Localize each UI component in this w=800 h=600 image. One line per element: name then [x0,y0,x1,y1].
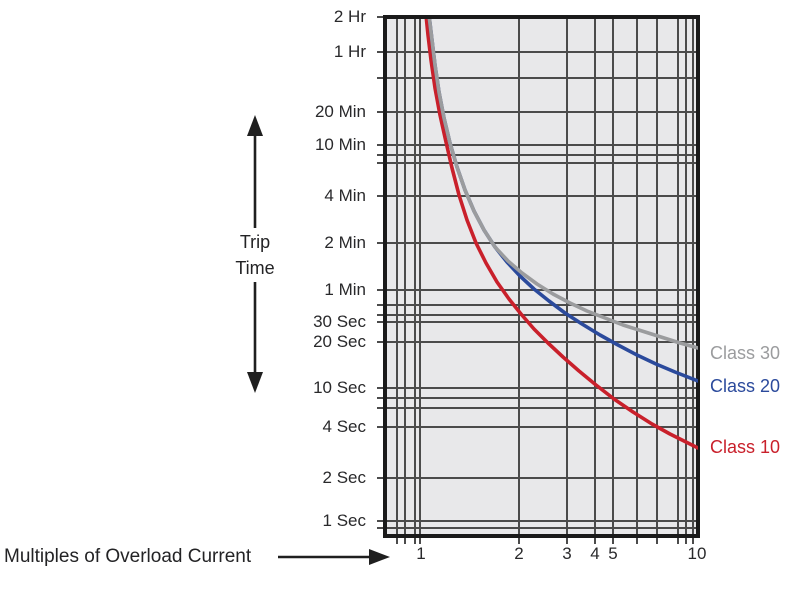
plot-border [383,15,700,538]
legend-class-20: Class 20 [710,376,781,396]
y-axis-title-line1: Trip [239,232,271,252]
overload-current-axis-arrow-icon [278,549,390,565]
x-tick-label: 5 [608,544,618,563]
y-tick-label: 2 Min [324,233,366,252]
x-axis-title: Multiples of Overload Current [4,546,252,567]
legend-class-10: Class 10 [710,437,781,457]
curve-layer [424,19,698,450]
x-tick-label: 10 [687,544,707,563]
x-tick-label: 4 [590,544,600,563]
y-tick-label: 1 Hr [333,42,366,61]
plot-background [383,15,700,538]
x-tick-label: 1 [416,544,426,563]
y-tick-label: 30 Sec [313,312,366,331]
grid-layer [377,15,700,544]
y-tick-label: 20 Min [314,102,366,121]
curve-class-10 [424,19,698,450]
y-tick-label: 2 Sec [322,468,366,487]
y-tick-label: 2 Hr [333,7,366,26]
x-tick-label: 3 [562,544,572,563]
y-tick-label: 10 Sec [313,378,366,397]
y-axis-title-line2: Time [235,258,275,278]
y-tick-label: 4 Min [324,186,366,205]
y-tick-label: 1 Sec [322,511,366,530]
y-axis-title: Trip Time [210,229,300,281]
trip-time-axis-arrow-icon [247,115,263,393]
y-tick-label: 20 Sec [313,332,366,351]
y-tick-label: 1 Min [324,280,366,299]
legend-class-30: Class 30 [710,343,781,363]
x-tick-label: 2 [514,544,524,563]
curve-class-30 [427,19,698,350]
y-tick-label: 10 Min [314,135,366,154]
y-tick-label: 4 Sec [322,417,366,436]
